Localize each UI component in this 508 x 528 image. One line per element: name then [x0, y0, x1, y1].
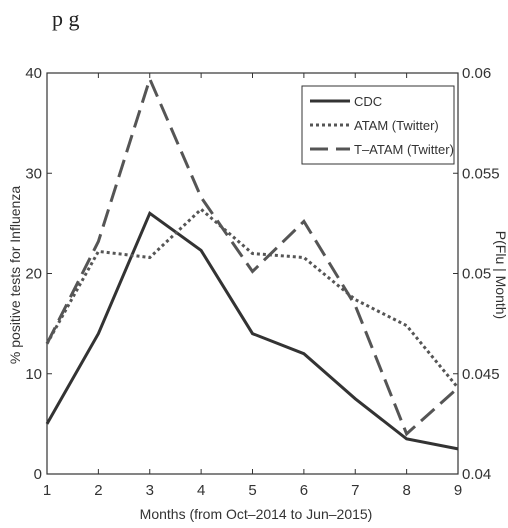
y-axis-left-label: % positive tests for Influenza	[7, 186, 23, 364]
x-axis-label: Months (from Oct–2014 to Jun–2015)	[140, 506, 373, 522]
series-line-cdc	[45, 210, 459, 451]
x-tick-label: 6	[300, 482, 308, 499]
y-left-tick-label: 10	[25, 366, 42, 383]
legend-label: ATAM (Twitter)	[354, 118, 439, 133]
y-right-tick-label: 0.04	[462, 466, 491, 483]
series-group	[45, 74, 460, 451]
y-right-tick-label: 0.045	[462, 366, 500, 383]
axes-group: 1 2 3 4 5 6 7 8 9 0 10 20 30 40 0.04 0.045 0.05 0.055 0.06	[25, 65, 499, 499]
y-left-tick-label: 40	[25, 65, 42, 82]
x-tick-label: 7	[351, 482, 359, 499]
series-line-t-atam-twitter	[45, 74, 460, 437]
x-tick-label: 8	[402, 482, 410, 499]
y-left-tick-label: 20	[25, 266, 42, 283]
x-tick-label: 5	[248, 482, 256, 499]
legend: CDC ATAM (Twitter) T–ATAM (Twitter)	[301, 85, 455, 165]
x-tick-label: 2	[94, 482, 102, 499]
legend-label: T–ATAM (Twitter)	[354, 142, 454, 157]
series-line-atam-twitter	[45, 207, 460, 389]
x-tick-label: 1	[43, 482, 51, 499]
y-axis-right-label: P(Flu | Month)	[493, 231, 508, 319]
x-tick-label: 4	[197, 482, 205, 499]
y-right-tick-label: 0.06	[462, 65, 491, 82]
y-right-tick-label: 0.05	[462, 266, 491, 283]
y-left-tick-label: 0	[34, 466, 42, 483]
y-left-tick-label: 30	[25, 165, 42, 182]
y-right-tick-label: 0.055	[462, 165, 500, 182]
x-tick-label: 3	[146, 482, 154, 499]
x-tick-label: 9	[454, 482, 462, 499]
legend-box	[301, 85, 455, 165]
legend-label: CDC	[354, 94, 382, 109]
page-fragment-text: p g	[52, 6, 80, 31]
